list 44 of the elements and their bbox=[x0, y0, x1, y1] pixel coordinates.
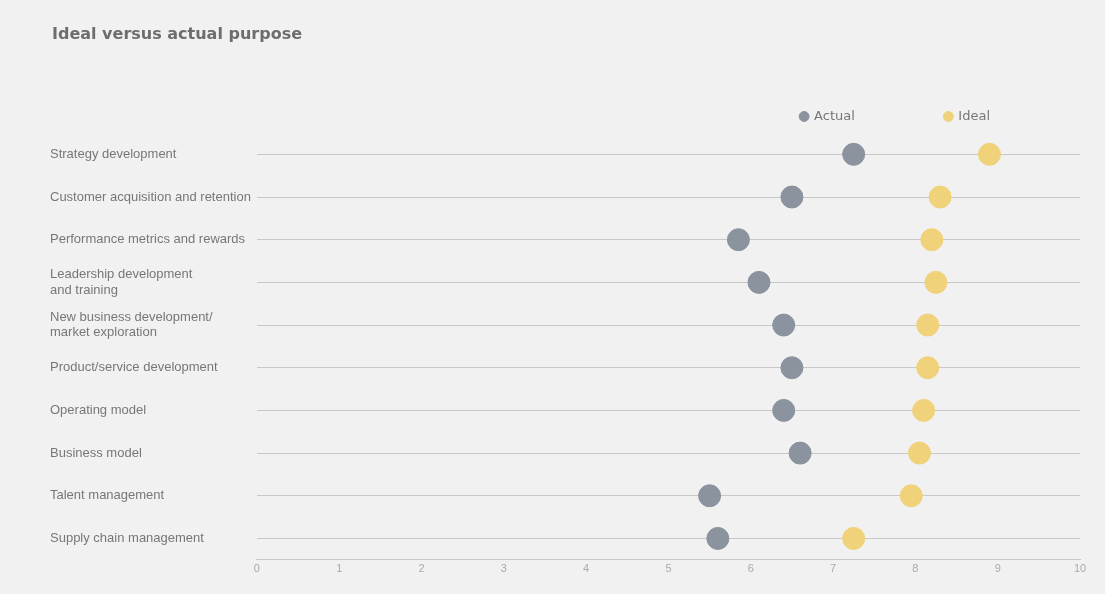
point bbox=[698, 484, 722, 508]
point bbox=[772, 398, 796, 422]
x-tick-label: 3 bbox=[500, 562, 507, 575]
x-tick-label: 7 bbox=[830, 562, 837, 575]
point bbox=[977, 142, 1001, 166]
point bbox=[916, 356, 940, 380]
y-tick-label: Leadership development and training bbox=[50, 266, 193, 297]
point bbox=[842, 142, 866, 166]
point bbox=[772, 313, 796, 337]
point bbox=[907, 441, 931, 465]
y-tick-label: Performance metrics and rewards bbox=[50, 231, 246, 247]
x-tick-label: 5 bbox=[665, 562, 672, 575]
y-tick-label: Operating model bbox=[50, 402, 147, 417]
chart-title: Ideal versus actual purpose bbox=[52, 24, 303, 43]
point bbox=[747, 270, 771, 294]
y-tick-label: Strategy development bbox=[50, 145, 177, 161]
x-tick-label: 1 bbox=[336, 562, 343, 575]
point bbox=[928, 185, 952, 209]
y-tick-label: Business model bbox=[50, 444, 142, 460]
y-tick-label: Supply chain management bbox=[50, 530, 205, 546]
y-tick-label: Product/service development bbox=[50, 359, 219, 375]
x-tick-label: 8 bbox=[912, 562, 919, 575]
legend-label: Ideal bbox=[958, 107, 991, 123]
point bbox=[780, 185, 804, 209]
y-tick-label: Customer acquisition and retention bbox=[50, 188, 251, 204]
point bbox=[920, 228, 944, 252]
point bbox=[706, 526, 730, 550]
x-tick-label: 9 bbox=[994, 562, 1001, 575]
y-tick-label: Talent management bbox=[50, 487, 165, 503]
point bbox=[916, 313, 940, 337]
point bbox=[912, 398, 936, 422]
x-tick-label: 10 bbox=[1073, 562, 1087, 575]
point bbox=[924, 270, 948, 294]
point bbox=[780, 356, 804, 380]
point bbox=[788, 441, 812, 465]
x-tick-label: 6 bbox=[747, 562, 754, 575]
point bbox=[899, 484, 923, 508]
y-tick-label: New business development/ market exploration bbox=[50, 308, 213, 340]
x-tick-label: 2 bbox=[418, 562, 425, 575]
legend-label: Actual bbox=[814, 107, 855, 123]
point bbox=[726, 228, 750, 252]
x-tick-label: 4 bbox=[583, 562, 590, 575]
x-tick-label: 0 bbox=[253, 562, 260, 575]
point bbox=[842, 526, 866, 550]
